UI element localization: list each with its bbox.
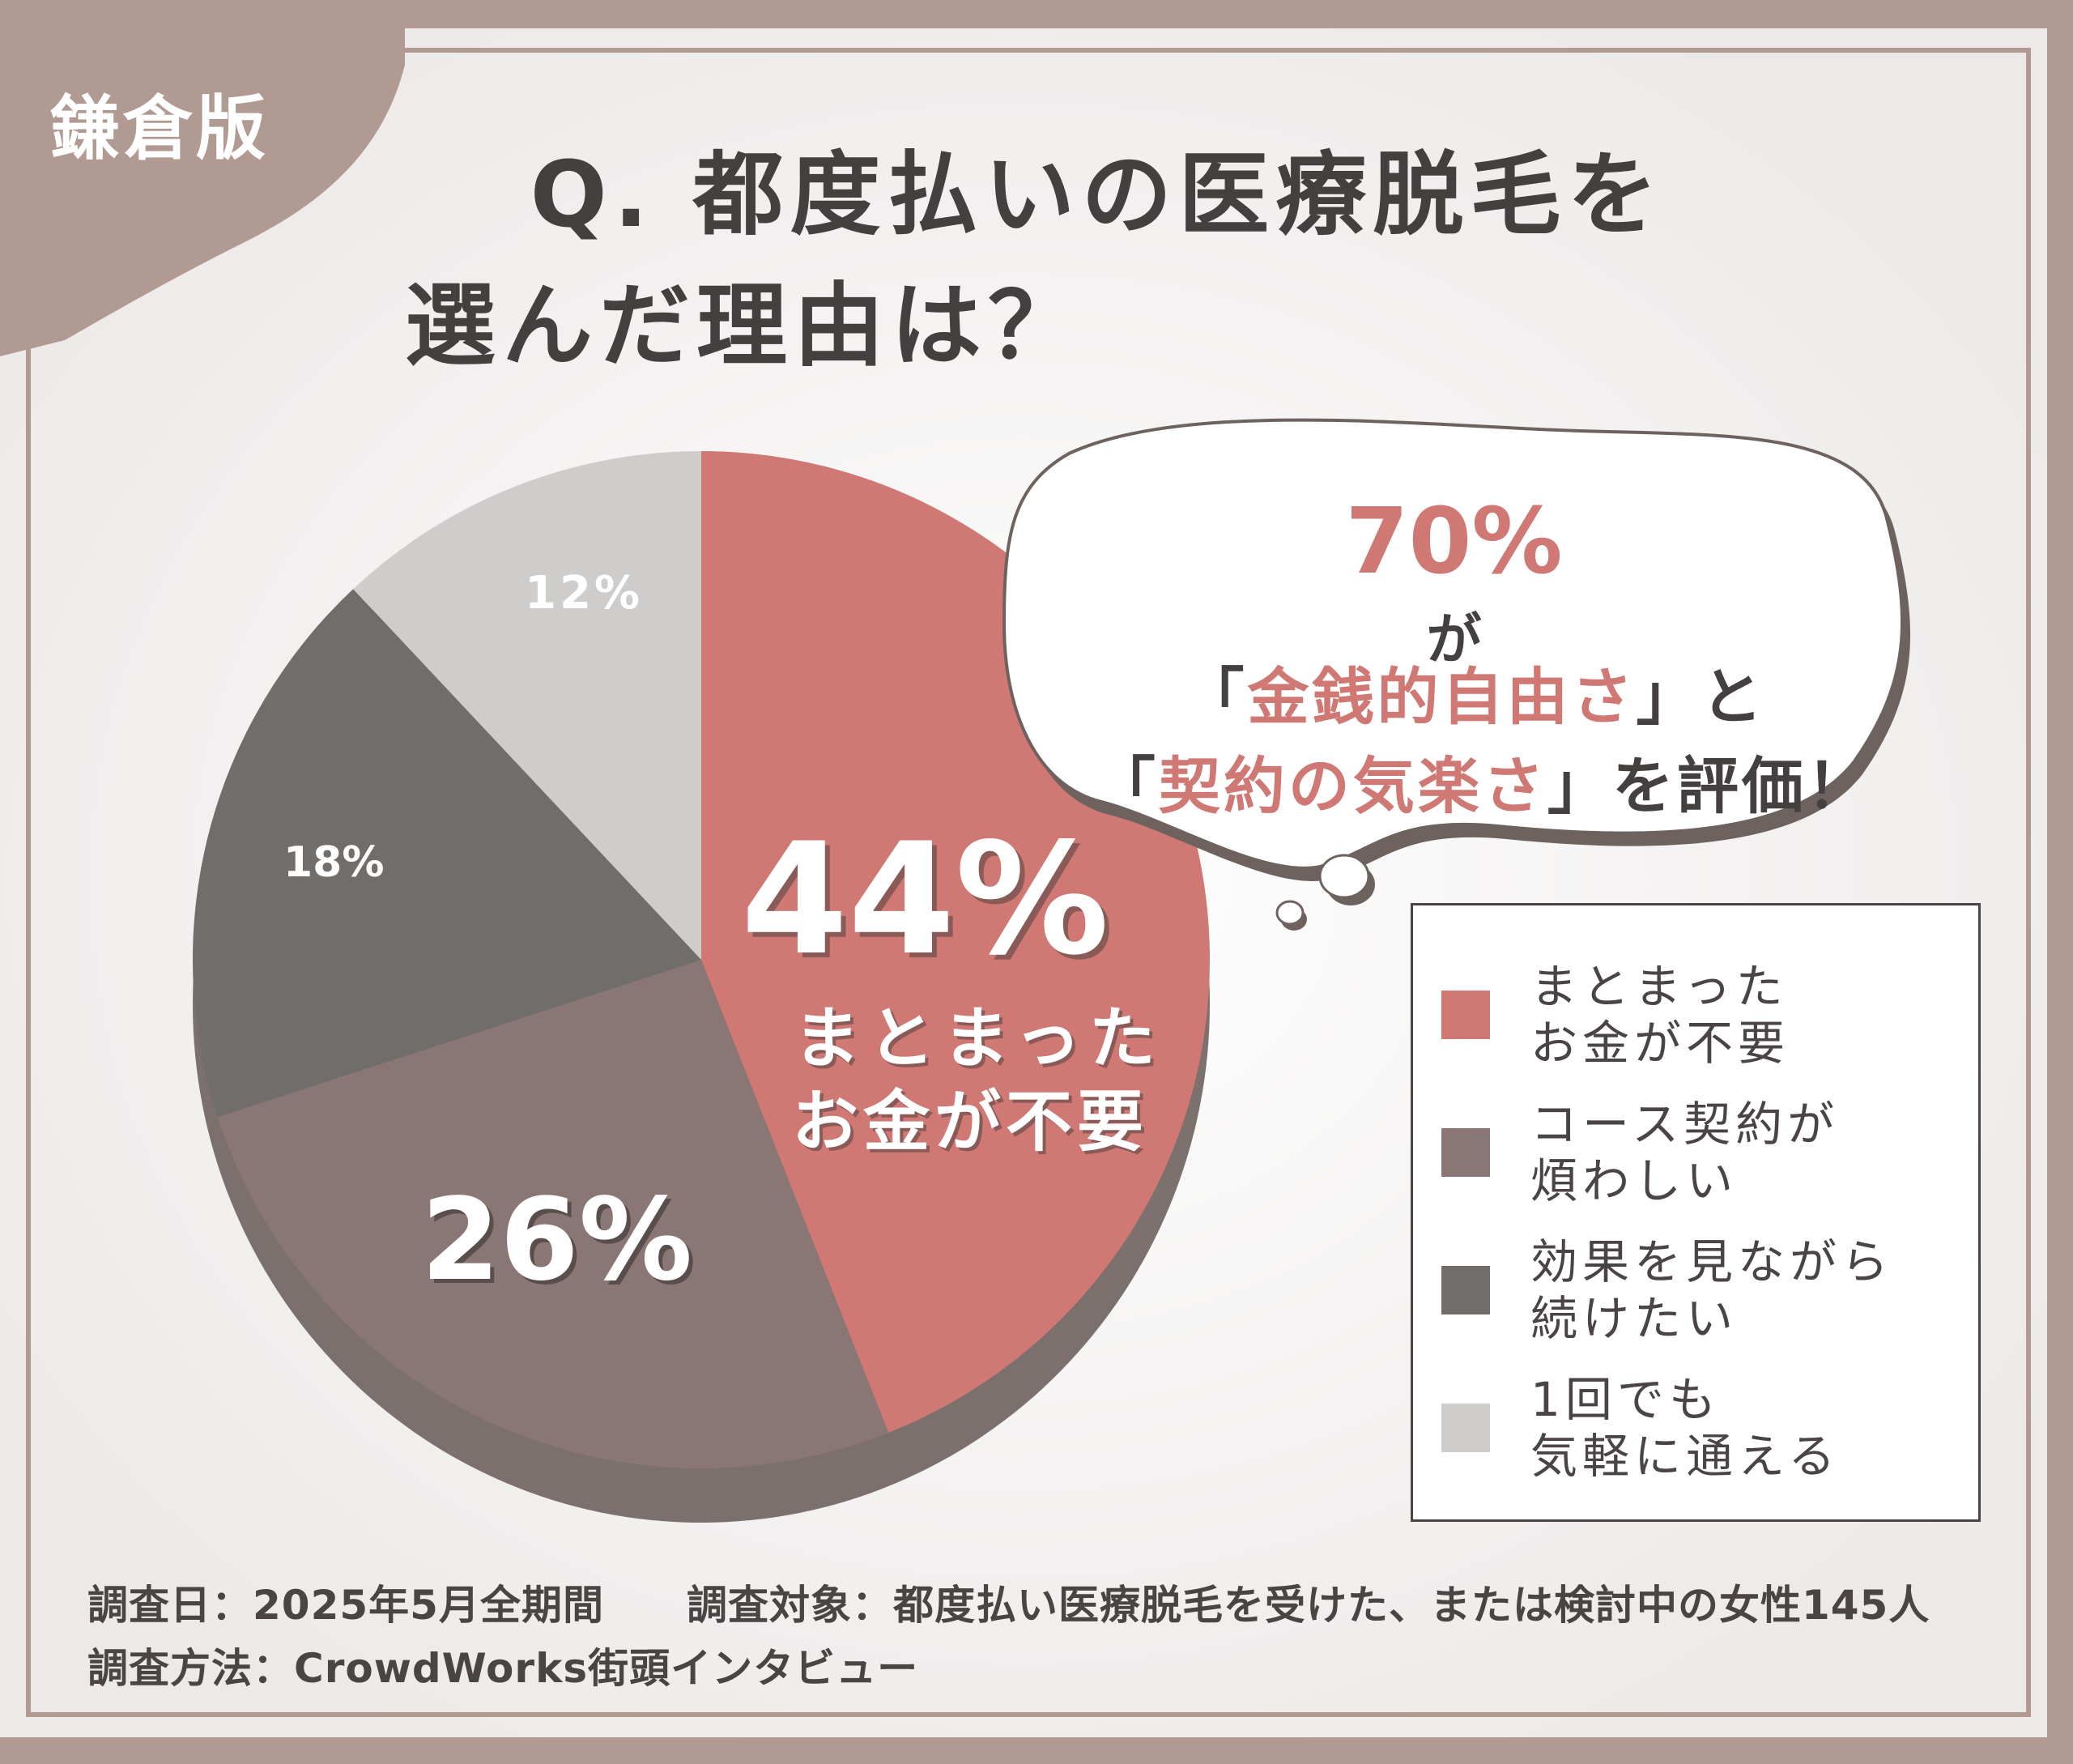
slice-caption-44-line2: お金が不要 [792,1084,1149,1161]
survey-info-line2: 調査方法：CrowdWorks街頭インタビュー [87,1645,919,1692]
survey-info-line1: 調査日：2025年5月全期間 調査対象：都度払い医療脱毛を受けた、または検討中の… [87,1582,1930,1629]
legend-swatch [1441,1404,1490,1452]
callout-line3: 「契約の気楽さ」を評価！ [1045,664,1868,825]
callout-line1: 70% が [1045,474,1854,675]
slice-label-26: 26% [421,1174,693,1306]
region-badge: 鎌倉版 [50,88,269,169]
legend-label-line2: 煩わしい [1530,1153,1739,1208]
bracket-close: 」を評価！ [1547,750,1871,822]
legend-label-line1: まとまった [1530,959,1788,1014]
legend-swatch [1441,1128,1490,1177]
legend: まとまった お金が不要 コース契約が 煩わしい 効果を見ながら 続けたい 1回で… [1411,903,1981,1522]
slice-label-44: 44% [741,810,1109,989]
question-title-line2: 選んだ理由は？ [405,274,1085,379]
callout-suffix: が [1426,608,1482,672]
callout-highlight-money: 金銭的自由さ [1247,661,1637,733]
callout-line2: 「金銭的自由さ」と [1045,575,1854,736]
callout-percent: 70% [1345,489,1563,594]
legend-label-line1: 1回でも [1530,1372,1721,1427]
callout-highlight-contract: 契約の気楽さ [1158,750,1547,822]
legend-swatch [1441,991,1490,1039]
slice-label-18: 18% [283,838,385,887]
legend-label-line1: コース契約が [1530,1097,1840,1152]
slice-label-12: 12% [525,567,644,620]
bracket-open: 「 [1093,750,1159,822]
corner-tab [0,0,405,356]
pie-slice-4 [353,451,701,960]
legend-swatch [1441,1266,1490,1314]
thought-bubble [1002,418,1911,931]
legend-label-line2: お金が不要 [1530,1016,1790,1071]
question-title-line1: Q. 都度払いの医療脱毛を [530,143,1665,248]
slice-caption-44-line1: まとまった [794,1000,1164,1077]
pie-slice-3 [193,589,702,1118]
bracket-close: 」と [1636,661,1766,733]
pie-slice-2 [217,960,889,1468]
legend-label-line1: 効果を見ながら [1530,1234,1894,1289]
bracket-open: 「 [1182,661,1248,733]
legend-label-line2: 気軽に通える [1530,1429,1841,1484]
legend-label-line2: 続けたい [1530,1291,1739,1346]
